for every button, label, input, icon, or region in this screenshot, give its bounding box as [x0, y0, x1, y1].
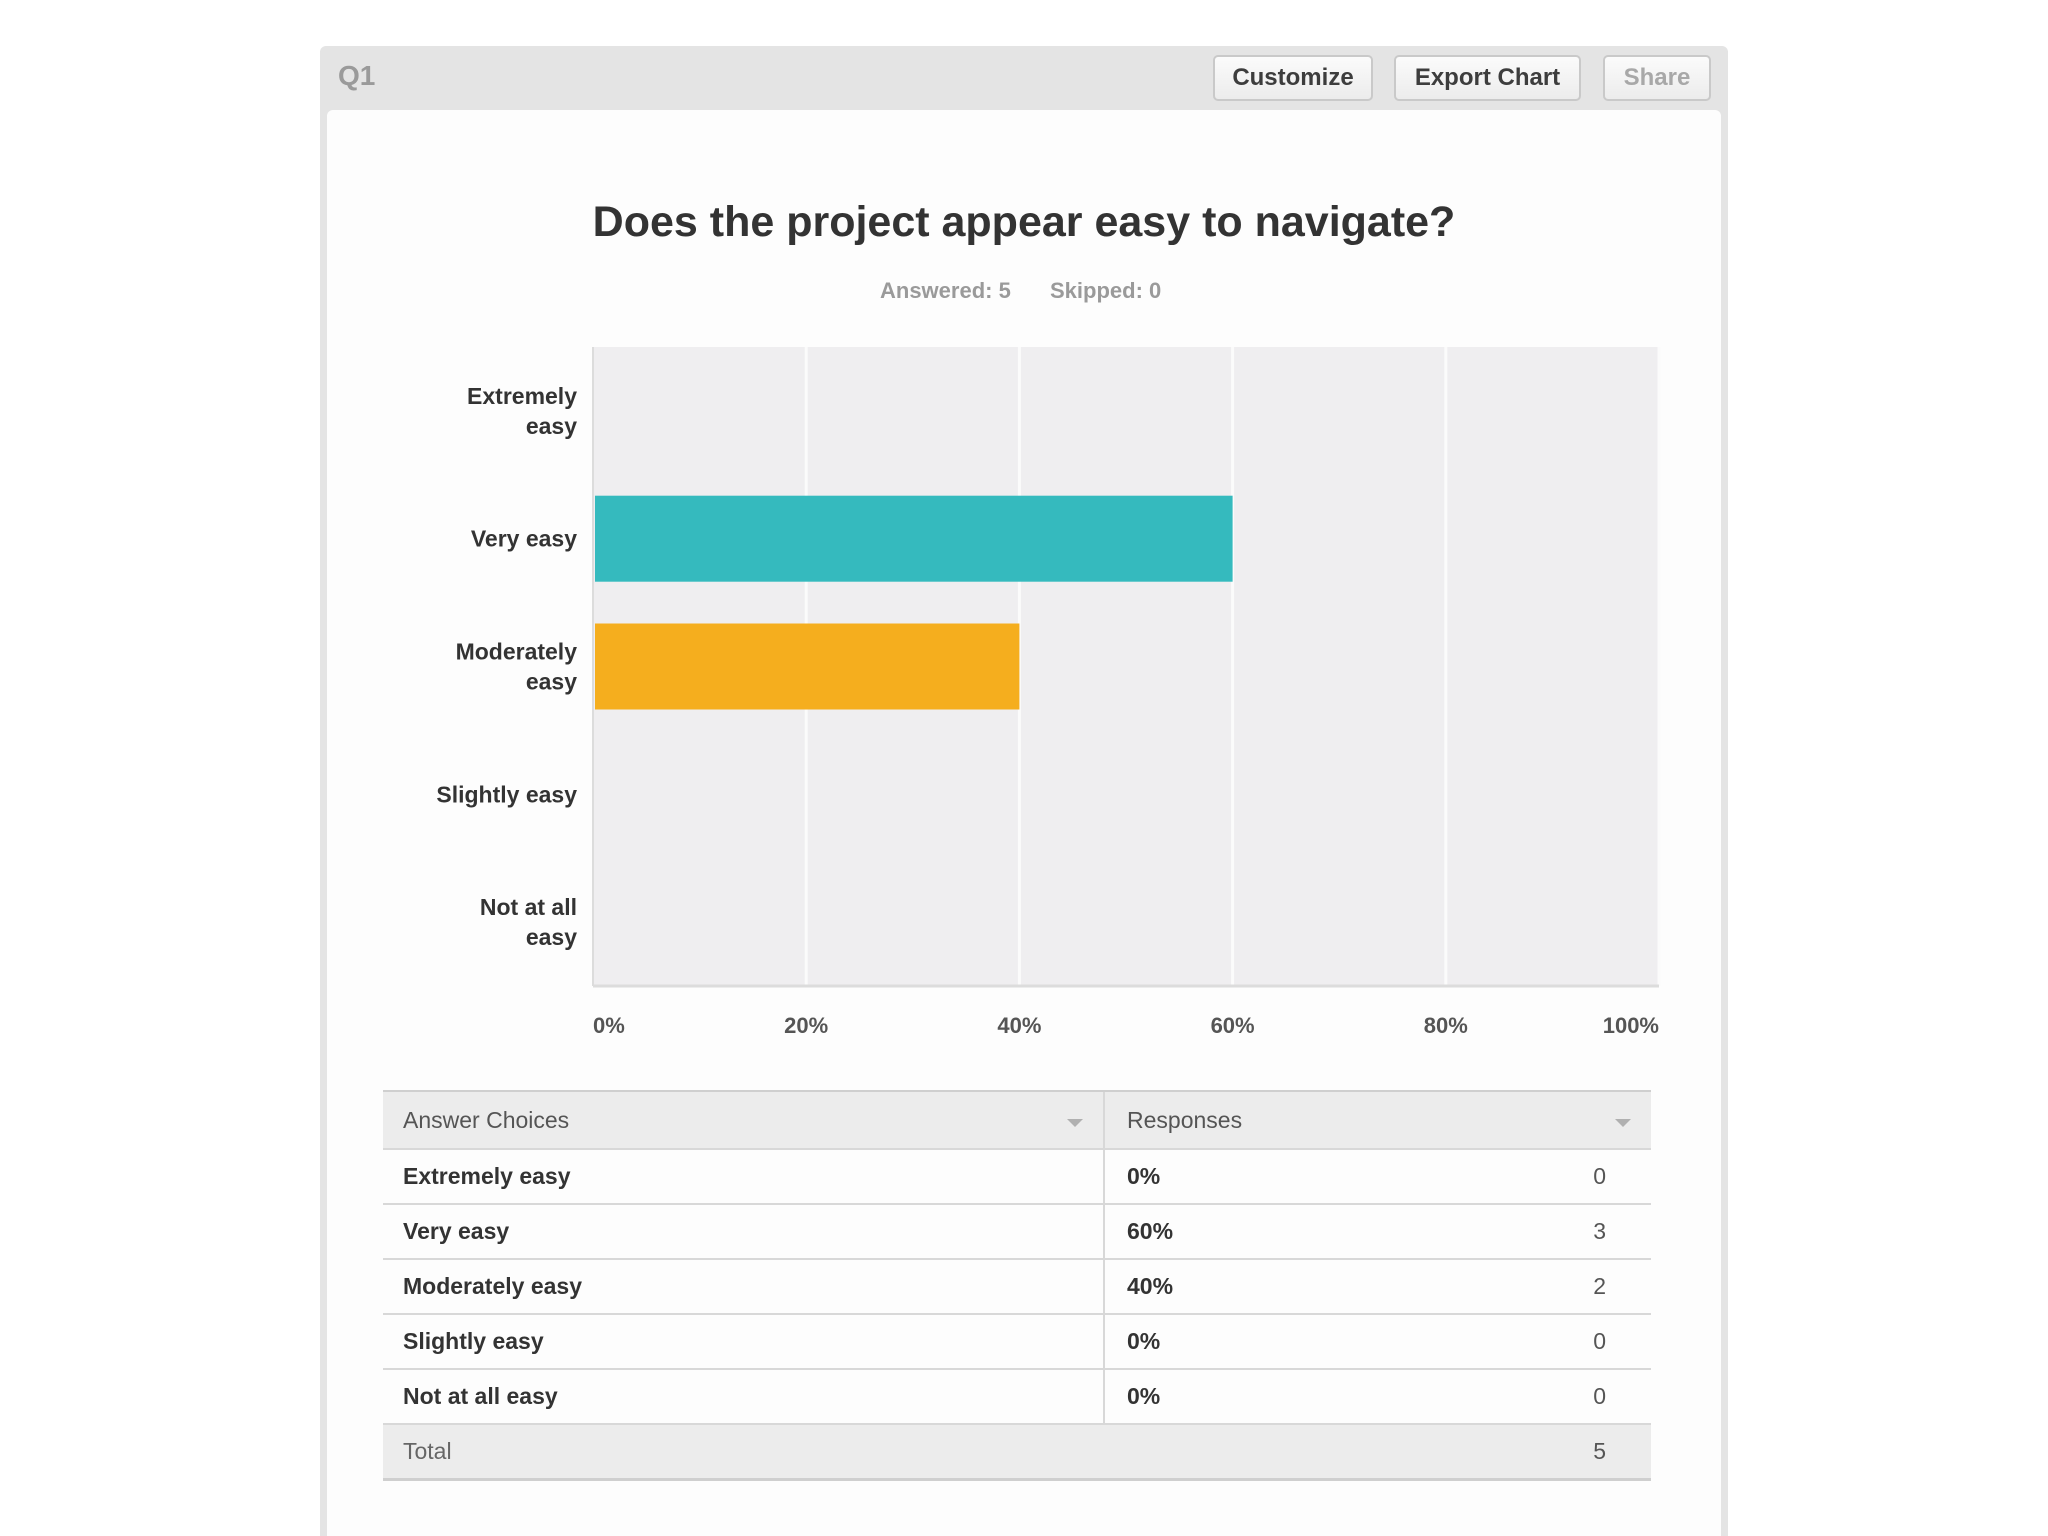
answer-choice: Very easy: [383, 1205, 1105, 1258]
x-tick-label: 40%: [997, 1013, 1041, 1038]
answered-count: Answered: 5: [880, 278, 1011, 303]
x-tick-label: 80%: [1424, 1013, 1468, 1038]
answer-choices-header[interactable]: Answer Choices: [383, 1092, 1105, 1148]
response-cell: 40% 2: [1105, 1260, 1651, 1313]
responses-table: Answer Choices Responses Extremely easy …: [383, 1090, 1651, 1481]
customize-button[interactable]: Customize: [1213, 55, 1373, 101]
chart-title: Does the project appear easy to navigate…: [592, 198, 1456, 246]
response-percent: 0%: [1127, 1163, 1161, 1189]
table-row: Slightly easy 0% 0: [383, 1315, 1651, 1370]
category-label: Moderately: [456, 639, 578, 665]
sort-arrow-icon[interactable]: [1615, 1119, 1631, 1127]
answer-choice: Not at all easy: [383, 1370, 1105, 1423]
question-panel: Does the project appear easy to navigate…: [327, 110, 1721, 1536]
question-header: Q1 Customize Export Chart Share: [320, 46, 1728, 110]
response-percent: 60%: [1127, 1218, 1174, 1244]
category-label: Not at all: [480, 894, 577, 920]
category-label: easy: [526, 924, 577, 950]
total-cell: 5: [1105, 1425, 1651, 1478]
category-label: easy: [526, 413, 577, 439]
answer-choices-header-label: Answer Choices: [403, 1106, 570, 1133]
table-total-row: Total 5: [383, 1425, 1651, 1481]
response-cell: 0% 0: [1105, 1370, 1651, 1423]
bar-chart: 0% 20% 40% 60% 80% 100% Extremely easy Very easy…: [327, 110, 1721, 1110]
response-count: 0: [1593, 1163, 1606, 1189]
x-tick-label: 100%: [1603, 1013, 1659, 1038]
export-chart-button[interactable]: Export Chart: [1394, 55, 1581, 101]
table-row: Very easy 60% 3: [383, 1205, 1651, 1260]
table-header: Answer Choices Responses: [383, 1090, 1651, 1150]
x-tick-label: 20%: [784, 1013, 828, 1038]
sort-arrow-icon[interactable]: [1067, 1119, 1083, 1127]
response-percent: 40%: [1127, 1273, 1174, 1299]
responses-header-label: Responses: [1127, 1106, 1243, 1133]
question-card: Q1 Customize Export Chart Share Does the…: [320, 46, 1728, 1536]
total-label: Total: [403, 1438, 452, 1464]
answer-choice: Extremely easy: [383, 1150, 1105, 1203]
skipped-count: Skipped: 0: [1050, 278, 1162, 303]
question-number: Q1: [338, 60, 376, 91]
category-label: easy: [526, 669, 577, 695]
share-button[interactable]: Share: [1603, 55, 1711, 101]
category-label: Extremely: [467, 383, 577, 409]
response-count: 2: [1593, 1273, 1606, 1299]
category-label: Very easy: [471, 526, 577, 552]
x-tick-label: 0%: [593, 1013, 625, 1038]
answer-choice: Moderately easy: [383, 1260, 1105, 1313]
answer-choice: Slightly easy: [383, 1315, 1105, 1368]
table-row: Moderately easy 40% 2: [383, 1260, 1651, 1315]
bar: [595, 495, 1233, 582]
response-percent: 0%: [1127, 1328, 1161, 1354]
total-count: 5: [1593, 1438, 1606, 1464]
category-label: Slightly easy: [436, 781, 577, 807]
table-row: Extremely easy 0% 0: [383, 1150, 1651, 1205]
response-count: 0: [1593, 1328, 1606, 1354]
response-percent: 0%: [1127, 1383, 1161, 1409]
table-row: Not at all easy 0% 0: [383, 1370, 1651, 1425]
bar-chart-svg: 0% 20% 40% 60% 80% 100% Extremely easy Very easy…: [436, 347, 1661, 1038]
x-tick-label: 60%: [1211, 1013, 1255, 1038]
response-cell: 0% 0: [1105, 1315, 1651, 1368]
responses-header[interactable]: Responses: [1105, 1092, 1651, 1148]
response-cell: 60% 3: [1105, 1205, 1651, 1258]
response-count: 3: [1593, 1218, 1606, 1244]
response-cell: 0% 0: [1105, 1150, 1651, 1203]
bar: [595, 623, 1020, 710]
response-count: 0: [1593, 1383, 1606, 1409]
